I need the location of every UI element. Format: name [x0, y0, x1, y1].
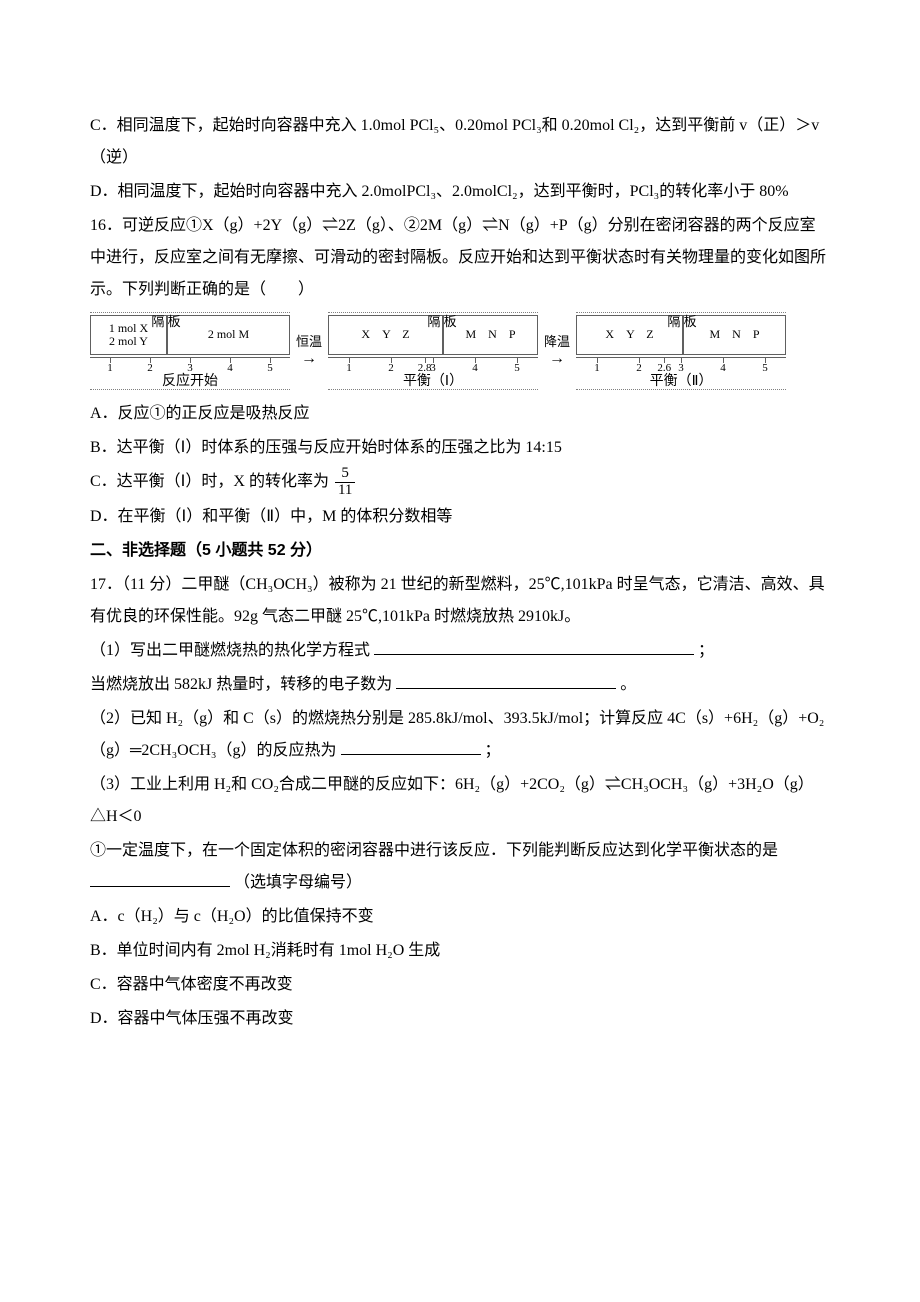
q16-option-a: A．反应①的正反应是吸热反应 — [90, 398, 830, 430]
q17-part1b: 当燃烧放出 582kJ 热量时，转移的电子数为 。 — [90, 669, 830, 701]
tick-label: 2 — [388, 362, 394, 374]
tick-label: 4 — [472, 362, 478, 374]
blank-line — [90, 870, 230, 887]
ruler: 1 2 3 4 5 — [90, 357, 290, 376]
cell-content: M N P — [466, 328, 516, 341]
q17-part1b-tail: 。 — [620, 676, 636, 693]
ruler: 1 2 2.6 3 4 5 — [576, 357, 786, 376]
arrow-icon: 恒温→ — [296, 335, 322, 367]
q17-part1a-tail: ； — [698, 642, 714, 659]
ruler: 122.8345 — [328, 357, 538, 376]
arrow-label: 降温 — [544, 335, 570, 349]
cell-content: X Y Z — [605, 328, 653, 341]
q17-part2: （2）已知 H₂（g）和 C（s）的燃烧热分别是 285.8kJ/mol、393… — [90, 703, 830, 767]
partition-label: 隔 板 — [667, 315, 696, 329]
cell-content: M N P — [710, 328, 760, 341]
q16-option-c-text: C．达平衡（Ⅰ）时，X 的转化率为 — [90, 473, 329, 490]
tick-label: 5 — [267, 362, 273, 374]
q17-3-option-d: D．容器中气体压强不再改变 — [90, 1003, 830, 1035]
q16-diagram: 隔 板1 mol X2 mol Y2 mol M12345反应开始恒温→隔 板X… — [90, 312, 830, 390]
option-d-q15: D．相同温度下，起始时向容器中充入 2.0molPCl₃、2.0molCl₂，达… — [90, 176, 830, 208]
q17-part3-sub1-tail: （选填字母编号） — [234, 874, 362, 891]
tick-label: 3 — [187, 362, 193, 374]
tick-label: 4 — [720, 362, 726, 374]
tick-label: 2 — [147, 362, 153, 374]
q16-option-d: D．在平衡（Ⅰ）和平衡（Ⅱ）中，M 的体积分数相等 — [90, 501, 830, 533]
q17-part3-sub1: ①一定温度下，在一个固定体积的密闭容器中进行该反应．下列能判断反应达到化学平衡状… — [90, 835, 830, 899]
q17-3-option-b: B．单位时间内有 2mol H₂消耗时有 1mol H₂O 生成 — [90, 935, 830, 967]
fraction-denominator: 11 — [335, 483, 355, 499]
partition-label: 隔 板 — [151, 315, 180, 329]
q16-option-c: C．达平衡（Ⅰ）时，X 的转化率为 5 11 — [90, 466, 830, 499]
tick-label: 1 — [346, 362, 352, 374]
fraction-numerator: 5 — [335, 466, 355, 483]
tick-label: 1 — [107, 362, 113, 374]
arrow-icon: 降温→ — [544, 335, 570, 367]
arrow-label: 恒温 — [296, 335, 322, 349]
q17-part2-tail: ； — [485, 742, 501, 759]
tick-label: 1 — [594, 362, 600, 374]
blank-line — [374, 638, 694, 655]
cell-content: 2 mol M — [208, 328, 249, 341]
diagram-panel: 隔 板1 mol X2 mol Y2 mol M12345反应开始 — [90, 312, 290, 390]
question-16: 16．可逆反应①X（g）+2Y（g）⇌2Z（g）、②2M（g）⇌N（g）+P（g… — [90, 210, 830, 306]
option-c-q15: C．相同温度下，起始时向容器中充入 1.0mol PCl₅、0.20mol PC… — [90, 110, 830, 174]
q17-part3-sub1-text: ①一定温度下，在一个固定体积的密闭容器中进行该反应．下列能判断反应达到化学平衡状… — [90, 842, 778, 859]
tick-label: 2 — [636, 362, 642, 374]
fraction-icon: 5 11 — [333, 466, 357, 499]
cell-content: X Y Z — [361, 328, 409, 341]
blank-line — [341, 738, 481, 755]
panel-caption: 平衡（Ⅰ） — [328, 374, 538, 390]
panel-caption: 反应开始 — [90, 374, 290, 390]
panel-caption: 平衡（Ⅱ） — [576, 374, 786, 390]
q17-3-option-c: C．容器中气体密度不再改变 — [90, 969, 830, 1001]
tick-label: 5 — [514, 362, 520, 374]
q17-part1a-text: （1）写出二甲醚燃烧热的热化学方程式 — [90, 642, 370, 659]
section-2-header: 二、非选择题（5 小题共 52 分） — [90, 535, 830, 567]
partition-label: 隔 板 — [427, 315, 456, 329]
tick-label: 3 — [430, 362, 436, 374]
q17-part1b-text: 当燃烧放出 582kJ 热量时，转移的电子数为 — [90, 676, 392, 693]
blank-line — [396, 672, 616, 689]
tick-label: 3 — [678, 362, 684, 374]
diagram-panel: 隔 板 X Y Z M N P 1 2 2.6 3 4 5平衡（Ⅱ） — [576, 312, 786, 390]
diagram-panel: 隔 板X Y ZM N P122.8345平衡（Ⅰ） — [328, 312, 538, 390]
tick-label: 2.6 — [657, 362, 671, 374]
cell-content: 2 mol Y — [109, 335, 148, 348]
q17-3-option-a: A．c（H₂）与 c（H₂O）的比值保持不变 — [90, 901, 830, 933]
q17-part3-head: （3）工业上利用 H₂和 CO₂合成二甲醚的反应如下：6H₂（g）+2CO₂（g… — [90, 769, 830, 833]
question-17-intro: 17．（11 分）二甲醚（CH₃OCH₃）被称为 21 世纪的新型燃料，25℃,… — [90, 569, 830, 633]
q17-part1a: （1）写出二甲醚燃烧热的热化学方程式 ； — [90, 635, 830, 667]
tick-label: 4 — [227, 362, 233, 374]
q16-option-b: B．达平衡（Ⅰ）时体系的压强与反应开始时体系的压强之比为 14:15 — [90, 432, 830, 464]
tick-label: 5 — [762, 362, 768, 374]
